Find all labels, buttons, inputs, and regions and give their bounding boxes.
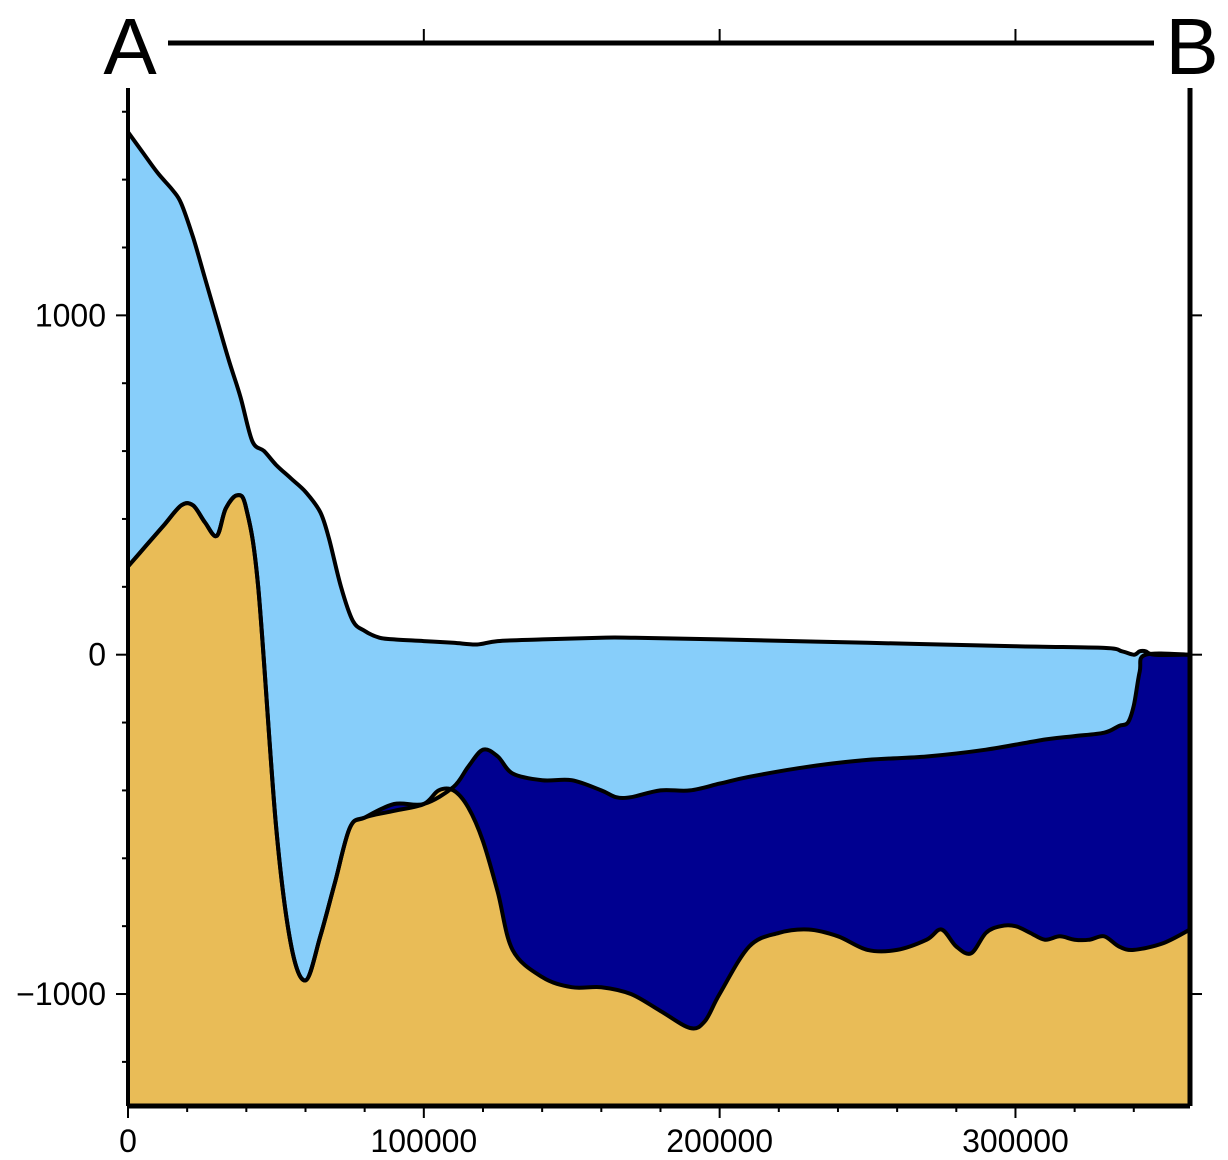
- profile-line: A B: [103, 2, 1218, 91]
- x-tick-label: 200000: [666, 1123, 773, 1159]
- bed-fill: [128, 495, 1190, 1106]
- ice-surface-line: [126, 130, 1191, 657]
- x-tick-label: 100000: [370, 1123, 477, 1159]
- y-axis: −1000 0 1000: [16, 110, 1202, 1063]
- y-tick-label: −1000: [16, 976, 106, 1012]
- profile-start-label: A: [103, 2, 157, 91]
- profile-end-label: B: [1165, 2, 1218, 91]
- x-axis: 0 100000 200000 300000: [119, 1106, 1135, 1159]
- profile-areas: [126, 130, 1191, 1107]
- bed-line: [126, 493, 1191, 1031]
- x-tick-label: 300000: [962, 1123, 1069, 1159]
- x-tick-label: 0: [119, 1123, 137, 1159]
- y-tick-label: 1000: [35, 297, 106, 333]
- y-tick-label: 0: [88, 637, 106, 673]
